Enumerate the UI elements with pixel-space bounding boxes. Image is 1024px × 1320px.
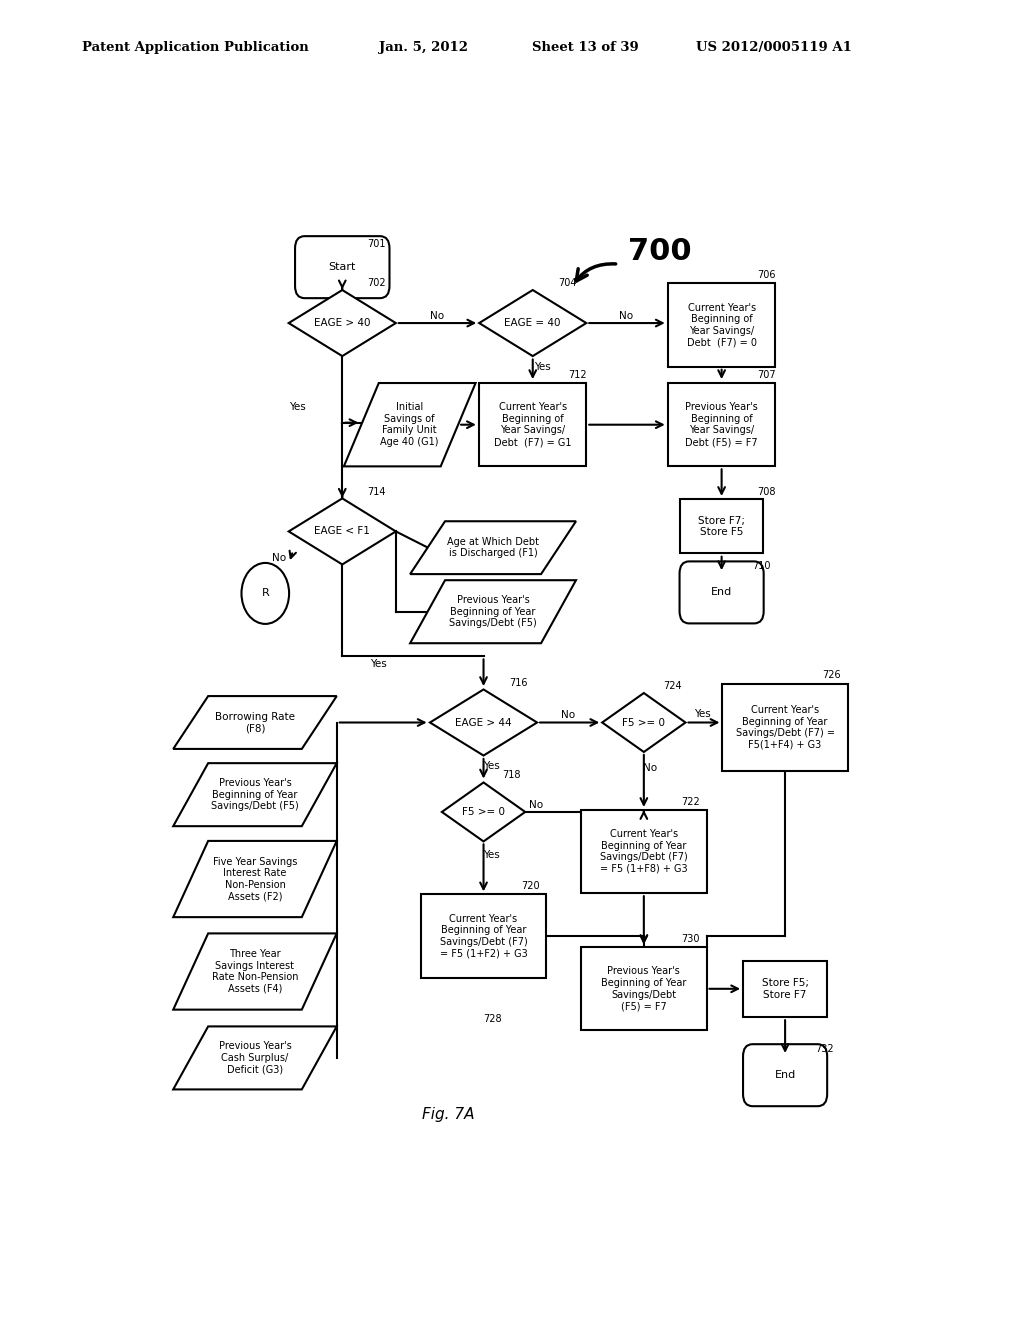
Text: EAGE = 40: EAGE = 40 xyxy=(505,318,561,329)
Polygon shape xyxy=(173,841,337,917)
Bar xyxy=(582,810,707,894)
Text: Three Year
Savings Interest
Rate Non-Pension
Assets (F4): Three Year Savings Interest Rate Non-Pen… xyxy=(212,949,298,994)
Text: Sheet 13 of 39: Sheet 13 of 39 xyxy=(532,41,639,54)
Text: Yes: Yes xyxy=(483,762,500,771)
Text: 714: 714 xyxy=(368,487,386,496)
Polygon shape xyxy=(173,1027,337,1089)
Text: Fig. 7A: Fig. 7A xyxy=(422,1107,474,1122)
Bar xyxy=(421,894,546,978)
Text: No: No xyxy=(618,312,633,321)
Text: EAGE > 44: EAGE > 44 xyxy=(456,718,512,727)
Text: End: End xyxy=(774,1071,796,1080)
Polygon shape xyxy=(173,763,337,826)
Bar xyxy=(668,284,775,367)
Text: Previous Year's
Beginning of
Year Savings/
Debt (F5) = F7: Previous Year's Beginning of Year Saving… xyxy=(685,403,758,447)
Text: F5 >= 0: F5 >= 0 xyxy=(462,807,505,817)
Text: 720: 720 xyxy=(521,882,540,891)
Text: Store F5;
Store F7: Store F5; Store F7 xyxy=(762,978,809,999)
Text: 726: 726 xyxy=(822,669,841,680)
Polygon shape xyxy=(430,689,538,755)
Bar xyxy=(680,499,763,553)
Text: Current Year's
Beginning of Year
Savings/Debt (F7)
= F5 (1+F2) + G3: Current Year's Beginning of Year Savings… xyxy=(439,913,527,958)
Text: F5 >= 0: F5 >= 0 xyxy=(623,718,666,727)
Text: Jan. 5, 2012: Jan. 5, 2012 xyxy=(379,41,468,54)
Text: No: No xyxy=(271,553,286,562)
Text: 708: 708 xyxy=(758,487,776,496)
Text: 704: 704 xyxy=(558,279,577,289)
Text: No: No xyxy=(561,710,575,721)
Polygon shape xyxy=(479,290,587,356)
Text: Age at Which Debt
is Discharged (F1): Age at Which Debt is Discharged (F1) xyxy=(447,537,539,558)
Text: 701: 701 xyxy=(368,239,386,249)
Polygon shape xyxy=(173,696,337,748)
Text: Yes: Yes xyxy=(289,403,305,412)
Polygon shape xyxy=(289,290,396,356)
Text: Five Year Savings
Interest Rate
Non-Pension
Assets (F2): Five Year Savings Interest Rate Non-Pens… xyxy=(213,857,297,902)
Text: 716: 716 xyxy=(509,678,527,688)
Text: End: End xyxy=(711,587,732,598)
FancyBboxPatch shape xyxy=(743,1044,827,1106)
Text: Previous Year's
Beginning of Year
Savings/Debt (F5): Previous Year's Beginning of Year Saving… xyxy=(211,777,299,812)
FancyBboxPatch shape xyxy=(295,236,389,298)
Bar xyxy=(722,684,848,771)
Text: R: R xyxy=(261,589,269,598)
Text: Yes: Yes xyxy=(694,709,711,719)
Polygon shape xyxy=(602,693,685,752)
Text: 710: 710 xyxy=(752,561,770,572)
Text: 724: 724 xyxy=(663,681,682,690)
Polygon shape xyxy=(289,499,396,565)
Bar xyxy=(582,948,707,1031)
Text: No: No xyxy=(430,312,444,321)
Polygon shape xyxy=(411,581,575,643)
Text: EAGE > 40: EAGE > 40 xyxy=(314,318,371,329)
Text: Store F7;
Store F5: Store F7; Store F5 xyxy=(698,516,745,537)
Text: Current Year's
Beginning of
Year Savings/
Debt  (F7) = G1: Current Year's Beginning of Year Savings… xyxy=(494,403,571,447)
Text: 712: 712 xyxy=(568,370,587,380)
Text: Yes: Yes xyxy=(483,850,500,859)
Text: 706: 706 xyxy=(758,271,776,280)
Text: 707: 707 xyxy=(758,370,776,380)
Text: 718: 718 xyxy=(503,771,521,780)
Text: Yes: Yes xyxy=(534,362,551,372)
Text: 730: 730 xyxy=(681,935,699,944)
Text: 722: 722 xyxy=(681,797,699,807)
Text: Previous Year's
Beginning of Year
Savings/Debt
(F5) = F7: Previous Year's Beginning of Year Saving… xyxy=(601,966,686,1011)
Text: 728: 728 xyxy=(483,1014,502,1024)
Polygon shape xyxy=(442,783,525,841)
Bar xyxy=(743,961,826,1016)
Text: Previous Year's
Cash Surplus/
Deficit (G3): Previous Year's Cash Surplus/ Deficit (G… xyxy=(218,1041,292,1074)
Text: Borrowing Rate
(F8): Borrowing Rate (F8) xyxy=(215,711,295,734)
Bar xyxy=(479,383,587,466)
Text: No: No xyxy=(528,800,543,810)
Text: Start: Start xyxy=(329,263,356,272)
Text: Previous Year's
Beginning of Year
Savings/Debt (F5): Previous Year's Beginning of Year Saving… xyxy=(450,595,537,628)
Text: Current Year's
Beginning of Year
Savings/Debt (F7) =
F5(1+F4) + G3: Current Year's Beginning of Year Savings… xyxy=(735,705,835,750)
Polygon shape xyxy=(173,933,337,1010)
Text: Patent Application Publication: Patent Application Publication xyxy=(82,41,308,54)
FancyBboxPatch shape xyxy=(680,561,764,623)
Text: 702: 702 xyxy=(368,279,386,289)
Bar xyxy=(668,383,775,466)
Text: Current Year's
Beginning of Year
Savings/Debt (F7)
= F5 (1+F8) + G3: Current Year's Beginning of Year Savings… xyxy=(600,829,688,874)
Text: 700: 700 xyxy=(628,238,691,267)
Polygon shape xyxy=(344,383,475,466)
Text: US 2012/0005119 A1: US 2012/0005119 A1 xyxy=(696,41,852,54)
Polygon shape xyxy=(411,521,575,574)
Text: 732: 732 xyxy=(815,1044,834,1053)
Text: EAGE < F1: EAGE < F1 xyxy=(314,527,371,536)
Text: Yes: Yes xyxy=(370,659,386,668)
Text: No: No xyxy=(643,763,657,774)
Text: Initial
Savings of
Family Unit
Age 40 (G1): Initial Savings of Family Unit Age 40 (G… xyxy=(381,403,439,447)
Circle shape xyxy=(242,562,289,624)
Text: Current Year's
Beginning of
Year Savings/
Debt  (F7) = 0: Current Year's Beginning of Year Savings… xyxy=(687,302,757,347)
